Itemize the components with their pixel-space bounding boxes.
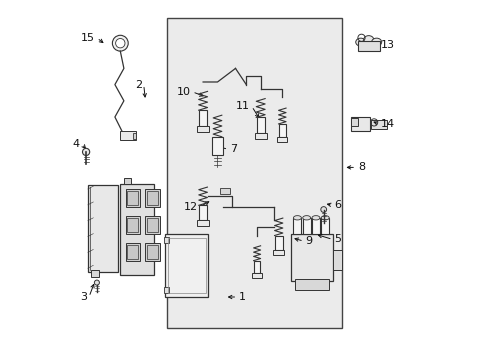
Text: 15: 15 [81, 33, 95, 43]
Bar [293, 218, 301, 234]
Bar [351, 118, 357, 126]
Bar [147, 245, 158, 259]
Bar [165, 234, 208, 297]
Bar [350, 117, 370, 131]
Bar [163, 237, 168, 243]
Bar [253, 261, 260, 273]
Bar [199, 205, 206, 220]
Ellipse shape [321, 216, 328, 220]
Bar [197, 220, 209, 226]
Text: 5: 5 [334, 234, 341, 244]
Circle shape [115, 39, 125, 48]
Ellipse shape [363, 36, 373, 44]
Bar [145, 189, 160, 207]
Bar [123, 178, 131, 184]
Bar [88, 185, 118, 272]
Bar [311, 218, 319, 234]
Text: 6: 6 [334, 200, 341, 210]
Bar [147, 191, 158, 205]
Bar [145, 216, 160, 234]
Ellipse shape [355, 38, 365, 46]
Circle shape [82, 148, 89, 156]
Circle shape [320, 207, 326, 212]
Bar [125, 189, 140, 207]
Ellipse shape [311, 216, 319, 220]
Bar [357, 41, 379, 51]
Bar [163, 287, 168, 293]
Bar [125, 216, 140, 234]
Bar [127, 191, 138, 205]
Bar [133, 133, 136, 139]
Text: 14: 14 [381, 119, 395, 129]
Bar [278, 124, 285, 137]
Ellipse shape [302, 216, 310, 220]
Bar [294, 279, 328, 290]
Text: 8: 8 [357, 162, 364, 172]
Text: 11: 11 [235, 101, 249, 111]
Text: 10: 10 [176, 87, 190, 97]
Text: 1: 1 [239, 292, 245, 302]
Bar [277, 137, 287, 142]
Bar [127, 218, 138, 232]
Bar [220, 188, 230, 194]
Bar [147, 218, 158, 232]
Bar [252, 273, 262, 278]
Bar [254, 133, 266, 139]
Bar [91, 270, 99, 277]
Bar [302, 218, 310, 234]
Bar [370, 120, 386, 129]
Text: 3: 3 [80, 292, 87, 302]
Bar [167, 18, 341, 328]
Bar [212, 137, 222, 155]
Circle shape [112, 35, 128, 51]
Bar [197, 126, 209, 132]
Text: 4: 4 [73, 139, 80, 149]
Bar [120, 184, 154, 275]
Text: 9: 9 [305, 236, 312, 246]
Bar [120, 131, 136, 140]
Bar [199, 110, 207, 126]
Bar [125, 243, 140, 261]
Text: 2: 2 [135, 80, 142, 90]
Text: 13: 13 [381, 40, 394, 50]
Bar [127, 245, 138, 259]
Bar [272, 250, 284, 256]
Bar [332, 250, 341, 270]
Bar [145, 243, 160, 261]
Bar [321, 218, 328, 234]
Bar [274, 235, 282, 250]
Bar [256, 117, 264, 133]
Ellipse shape [293, 216, 301, 220]
Bar [291, 234, 332, 281]
Text: 7: 7 [230, 144, 237, 154]
Ellipse shape [371, 38, 381, 46]
Bar [168, 238, 205, 293]
Circle shape [94, 280, 99, 285]
Text: 12: 12 [183, 202, 197, 212]
